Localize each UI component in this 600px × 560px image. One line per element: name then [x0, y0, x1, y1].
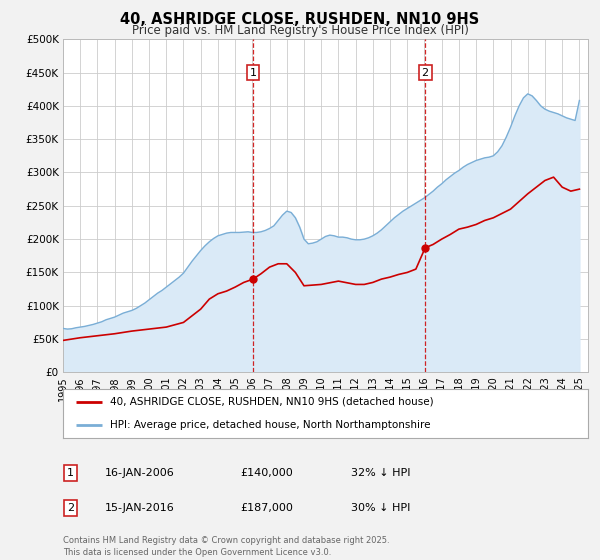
Text: 16-JAN-2006: 16-JAN-2006: [105, 468, 175, 478]
Text: HPI: Average price, detached house, North Northamptonshire: HPI: Average price, detached house, Nort…: [110, 419, 431, 430]
Text: £140,000: £140,000: [240, 468, 293, 478]
Text: 40, ASHRIDGE CLOSE, RUSHDEN, NN10 9HS: 40, ASHRIDGE CLOSE, RUSHDEN, NN10 9HS: [121, 12, 479, 27]
Text: Contains HM Land Registry data © Crown copyright and database right 2025.
This d: Contains HM Land Registry data © Crown c…: [63, 536, 389, 557]
Text: 2: 2: [422, 68, 429, 77]
Text: 40, ASHRIDGE CLOSE, RUSHDEN, NN10 9HS (detached house): 40, ASHRIDGE CLOSE, RUSHDEN, NN10 9HS (d…: [110, 397, 434, 407]
Text: 32% ↓ HPI: 32% ↓ HPI: [351, 468, 410, 478]
Text: 2: 2: [67, 503, 74, 513]
Text: Price paid vs. HM Land Registry's House Price Index (HPI): Price paid vs. HM Land Registry's House …: [131, 24, 469, 36]
Text: 30% ↓ HPI: 30% ↓ HPI: [351, 503, 410, 513]
Text: 1: 1: [250, 68, 257, 77]
Text: 1: 1: [67, 468, 74, 478]
Text: 15-JAN-2016: 15-JAN-2016: [105, 503, 175, 513]
Text: £187,000: £187,000: [240, 503, 293, 513]
